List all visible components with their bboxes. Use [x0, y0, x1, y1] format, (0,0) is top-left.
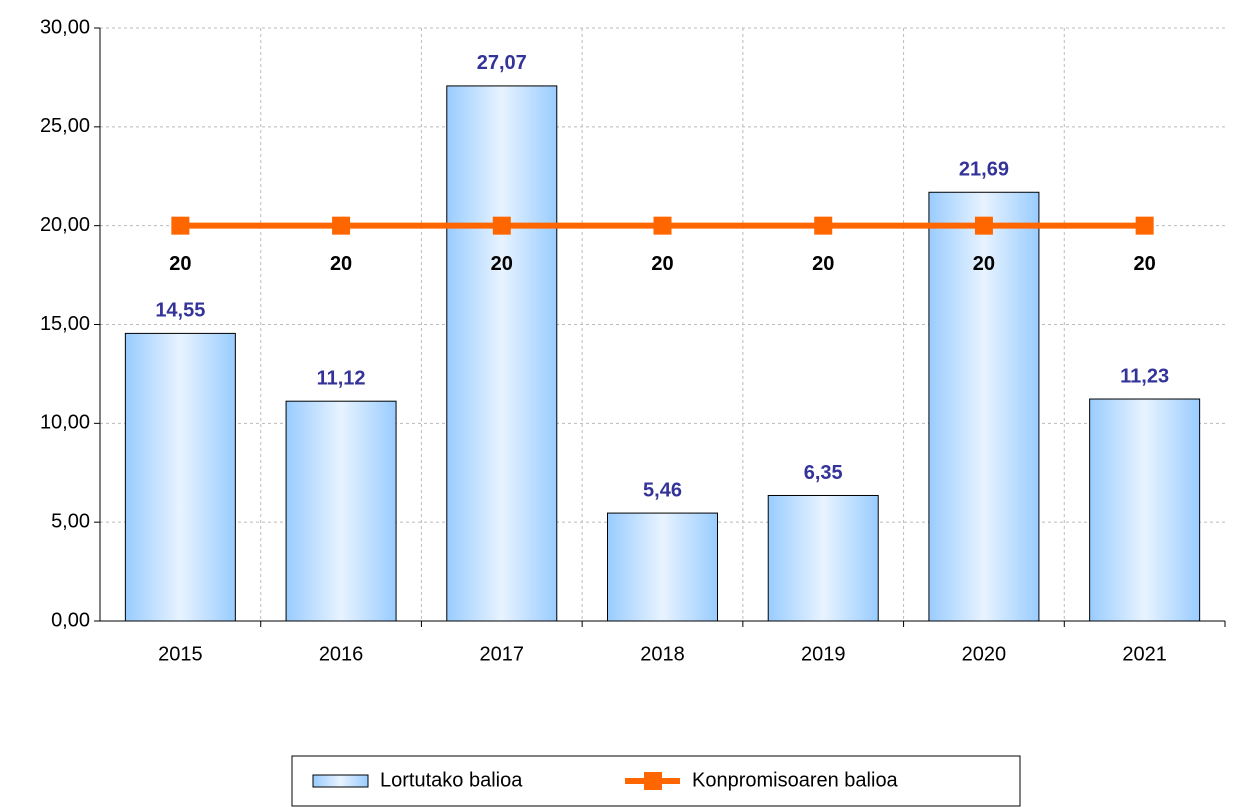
- line-value-label: 20: [330, 253, 352, 275]
- x-tick-label: 2018: [640, 643, 685, 665]
- line-value-label: 20: [651, 253, 673, 275]
- line-value-label: 20: [1134, 253, 1156, 275]
- y-tick-label: 10,00: [40, 412, 90, 434]
- x-tick-label: 2017: [480, 643, 525, 665]
- line-marker: [974, 216, 993, 235]
- y-tick-label: 0,00: [51, 609, 90, 631]
- bar: [285, 400, 397, 622]
- x-tick-label: 2021: [1122, 643, 1167, 665]
- bar: [607, 512, 718, 622]
- bar-value-label: 14,55: [155, 300, 205, 322]
- line-marker: [171, 216, 190, 235]
- line-value-label: 20: [973, 253, 995, 275]
- bar-value-label: 6,35: [804, 462, 843, 484]
- line-value-label: 20: [169, 253, 191, 275]
- line-marker: [814, 216, 833, 235]
- bar-value-label: 11,12: [317, 367, 366, 389]
- y-tick-label: 15,00: [40, 313, 90, 335]
- line-value-label: 20: [812, 253, 834, 275]
- y-tick-label: 25,00: [40, 115, 90, 137]
- x-tick-label: 2019: [801, 643, 846, 665]
- line-marker: [1135, 216, 1154, 235]
- legend-marker: [644, 772, 662, 790]
- legend-label: Lortutako balioa: [380, 769, 523, 791]
- bar: [1089, 398, 1201, 622]
- line-marker: [332, 216, 351, 235]
- legend-label: Konpromisoaren balioa: [692, 769, 899, 791]
- legend-swatch: [312, 774, 369, 788]
- bar: [928, 191, 1040, 622]
- y-tick-label: 20,00: [40, 214, 90, 236]
- y-tick-label: 5,00: [51, 510, 90, 532]
- bar-value-label: 11,23: [1120, 365, 1169, 387]
- bar: [446, 85, 558, 622]
- line-marker: [492, 216, 511, 235]
- y-tick-label: 30,00: [40, 16, 90, 38]
- bar: [767, 494, 879, 622]
- bar: [124, 332, 236, 622]
- x-tick-label: 2016: [319, 643, 364, 665]
- bar-value-label: 27,07: [477, 52, 527, 74]
- bar-value-label: 5,46: [643, 479, 682, 501]
- bar-value-label: 21,69: [959, 159, 1009, 181]
- x-tick-label: 2015: [158, 643, 203, 665]
- line-marker: [653, 216, 672, 235]
- x-tick-label: 2020: [962, 643, 1007, 665]
- line-value-label: 20: [491, 253, 513, 275]
